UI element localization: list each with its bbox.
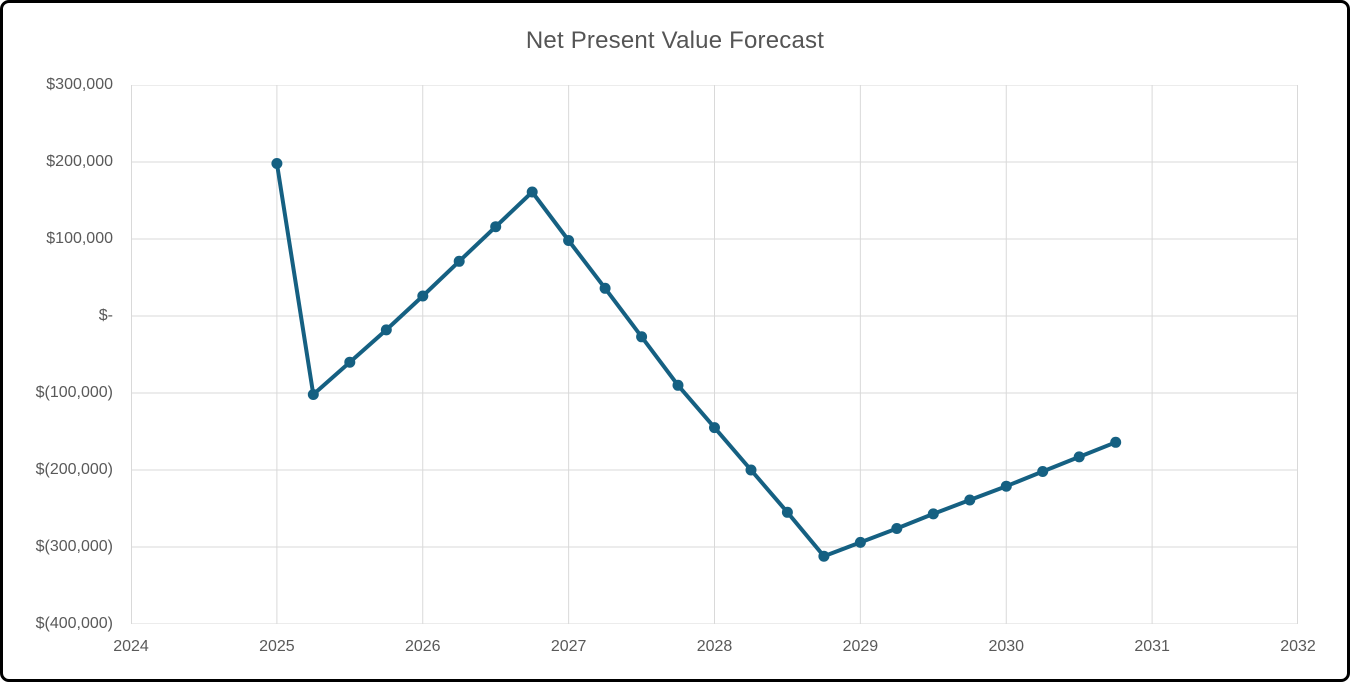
data-point-marker (636, 331, 648, 343)
y-tick-label: $- (98, 307, 113, 324)
y-tick-label: $200,000 (46, 153, 113, 170)
data-point-marker (490, 221, 502, 233)
data-point-marker (709, 422, 720, 434)
data-point-marker (891, 523, 903, 534)
data-point-marker (818, 550, 830, 562)
data-point-marker (745, 464, 757, 476)
data-point-marker (1000, 480, 1012, 492)
y-tick-label: $(200,000) (35, 461, 113, 478)
data-point-marker (417, 290, 429, 302)
x-tick-label: 2027 (550, 638, 587, 655)
data-point-marker (672, 379, 684, 391)
data-point-marker (1073, 451, 1085, 463)
npv-line-chart (131, 85, 1298, 624)
data-point-marker (453, 255, 465, 267)
data-point-marker (380, 324, 392, 336)
data-point-marker (599, 282, 611, 294)
data-point-marker (563, 235, 575, 246)
x-tick-label: 2025 (259, 638, 295, 655)
x-tick-label: 2024 (113, 638, 149, 655)
data-point-marker (271, 158, 283, 169)
data-point-marker (927, 508, 939, 520)
npv-series-line (274, 161, 1118, 559)
data-point-marker (526, 186, 538, 198)
x-tick-label: 2032 (1280, 638, 1316, 655)
y-tick-label: $(300,000) (35, 538, 113, 555)
x-tick-label: 2026 (404, 638, 441, 655)
y-tick-label: $100,000 (46, 230, 113, 247)
x-tick-label: 2029 (842, 638, 879, 655)
y-tick-label: $(400,000) (35, 615, 113, 632)
x-tick-label: 2030 (988, 638, 1025, 655)
y-tick-label: $300,000 (46, 76, 113, 93)
x-tick-label: 2028 (696, 638, 733, 655)
data-point-marker (781, 506, 793, 518)
x-tick-label: 2031 (1134, 638, 1170, 655)
data-point-marker (964, 494, 976, 506)
data-point-marker (854, 536, 866, 548)
data-point-marker (1037, 466, 1049, 477)
y-tick-label: $(100,000) (35, 384, 113, 401)
plot-area (131, 85, 1298, 624)
data-point-marker (344, 356, 356, 368)
data-point-marker (307, 389, 319, 400)
chart-title: Net Present Value Forecast (525, 27, 825, 54)
data-point-marker (1110, 436, 1122, 448)
